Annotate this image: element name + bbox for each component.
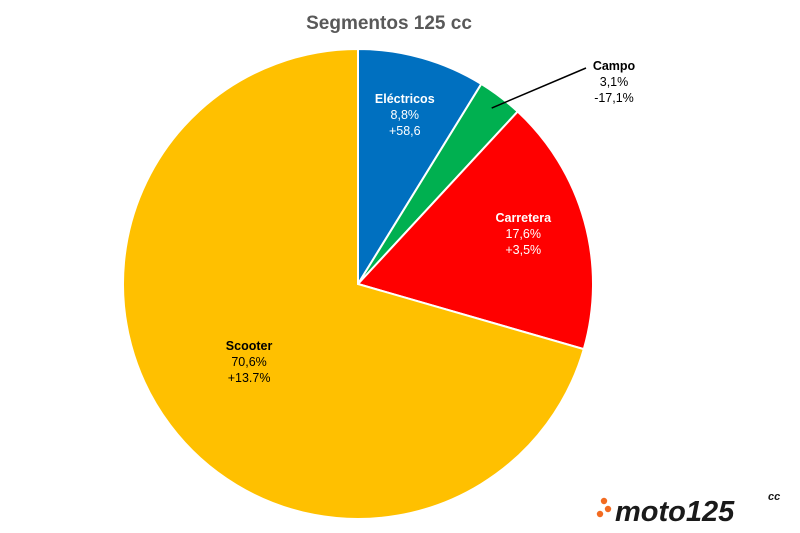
slice-labels: Eléctricos 8,8% +58,6 Campo 3,1% -17,1% Carret…	[226, 59, 636, 385]
leader-line-campo	[491, 67, 587, 109]
slice-label-electricos-name: Eléctricos	[375, 92, 435, 106]
slice-scooter	[122, 47, 586, 520]
pie-slices	[122, 47, 594, 520]
moto125-logo: moto125 cc	[596, 491, 780, 528]
slice-label-carretera-percent: 17,6%	[506, 227, 541, 241]
slice-carretera	[356, 110, 594, 351]
slice-label-scooter-percent: 70,6%	[231, 355, 266, 369]
slice-label-scooter-change: +13.7%	[228, 371, 271, 385]
slice-label-carretera-change: +3,5%	[505, 243, 541, 257]
slice-electricos	[357, 47, 483, 288]
slice-label-campo-percent: 3,1%	[600, 75, 629, 89]
logo-wordmark: moto125	[615, 496, 735, 528]
slice-label-electricos-percent: 8,8%	[391, 108, 420, 122]
slice-label-scooter-name: Scooter	[226, 339, 273, 353]
logo-suffix: cc	[768, 491, 780, 503]
slice-label-electricos-change: +58,6	[389, 124, 421, 138]
logo-mark-icon	[596, 497, 612, 518]
chart-title: Segmentos 125 cc	[306, 13, 472, 34]
slice-label-campo-change: -17,1%	[594, 91, 634, 105]
slice-label-carretera-name: Carretera	[495, 211, 552, 225]
slice-label-campo-name: Campo	[593, 59, 636, 73]
